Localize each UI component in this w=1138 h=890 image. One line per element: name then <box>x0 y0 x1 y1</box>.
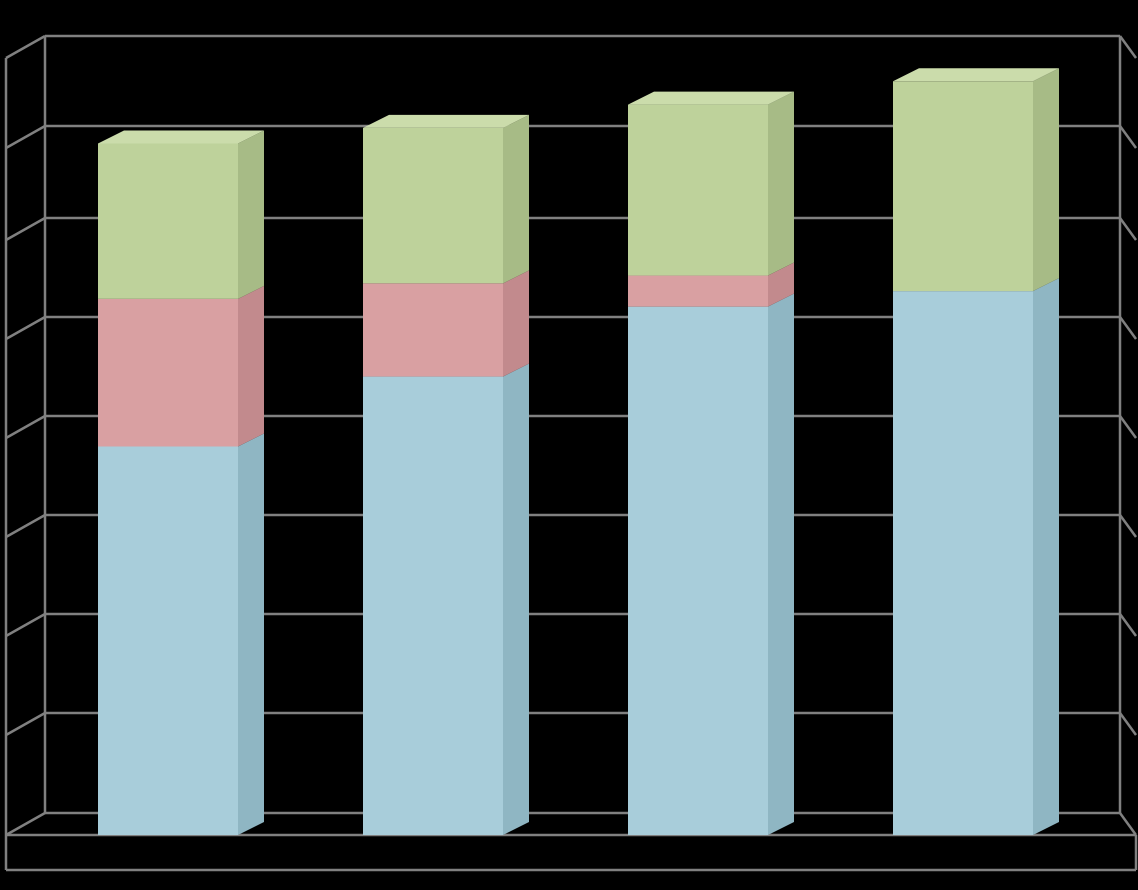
bar-3 <box>628 92 794 835</box>
stacked-bar-3d-chart <box>0 0 1138 890</box>
bar-1 <box>98 130 264 835</box>
bar-4 <box>893 68 1059 835</box>
bar-2 <box>363 115 529 835</box>
